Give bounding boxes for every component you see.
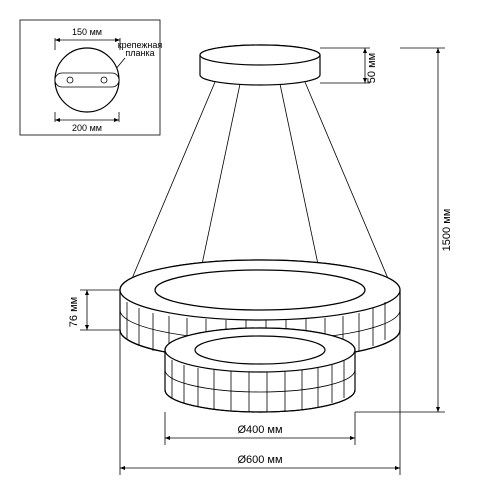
dim-canopy-height: 50 мм — [320, 48, 378, 83]
inset-dim-top: 150 мм — [72, 27, 102, 37]
inset-dim-bottom: 200 мм — [72, 123, 102, 133]
chandelier-diagram: 150 мм крепежная планка 200 мм — [0, 0, 500, 500]
inset-box: 150 мм крепежная планка 200 мм — [20, 20, 162, 135]
canopy — [200, 45, 320, 85]
dim-inner-dia: Ø400 мм — [165, 412, 355, 445]
dim-total-label: 1500 мм — [441, 209, 453, 252]
inset-label-line2: планка — [125, 48, 154, 58]
dim-total-height: 1500 мм — [355, 48, 453, 412]
lower-ring — [165, 328, 355, 412]
dim-inner-label: Ø400 мм — [237, 424, 282, 436]
dim-canopy-label: 50 мм — [366, 53, 378, 83]
dim-ring-label: 76 мм — [68, 297, 80, 327]
dim-outer-label: Ø600 мм — [237, 454, 282, 466]
dim-ring-height: 76 мм — [68, 290, 120, 330]
